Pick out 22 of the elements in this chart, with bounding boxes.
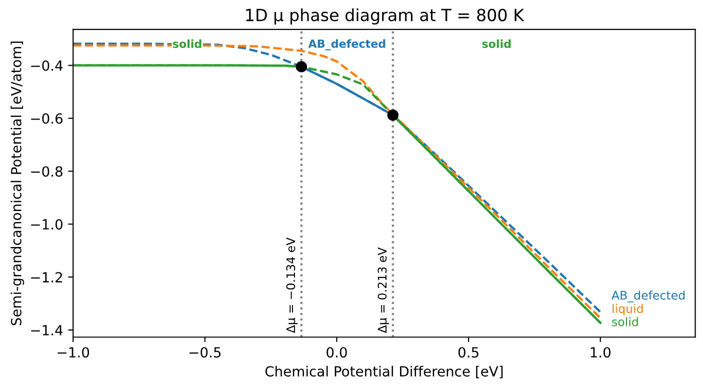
series-label: solid bbox=[612, 317, 638, 326]
ref-line-label: Δμ = −0.134 eV bbox=[286, 237, 298, 334]
y-tick-label: −0.8 bbox=[31, 166, 62, 177]
annotation: solid bbox=[172, 39, 202, 48]
x-tick-label: 0.0 bbox=[326, 347, 347, 358]
x-tick-label: −1.0 bbox=[58, 347, 90, 358]
y-axis-title: Semi-grandcanonical Potential [eV/atom] bbox=[10, 42, 24, 326]
chart-title: 1D μ phase diagram at T = 800 K bbox=[246, 8, 524, 25]
x-tick-label: 0.5 bbox=[458, 347, 478, 358]
y-tick-label: −1.2 bbox=[31, 272, 62, 282]
y-tick-label: −1.0 bbox=[31, 219, 62, 230]
y-tick-label: −0.6 bbox=[31, 113, 63, 124]
y-tick-label: −0.4 bbox=[31, 60, 63, 71]
y-tick-label: −1.4 bbox=[31, 325, 63, 336]
series-label: liquid bbox=[612, 304, 643, 316]
ref-line-label: Δμ = 0.213 eV bbox=[378, 247, 389, 334]
annotation: AB_defected bbox=[308, 39, 386, 50]
x-axis-title: Chemical Potential Difference [eV] bbox=[265, 366, 503, 378]
series-label: AB_defected bbox=[612, 290, 685, 302]
x-tick-label: −0.5 bbox=[190, 347, 221, 358]
annotation: solid bbox=[482, 39, 511, 48]
x-tick-label: 1.0 bbox=[590, 347, 610, 358]
